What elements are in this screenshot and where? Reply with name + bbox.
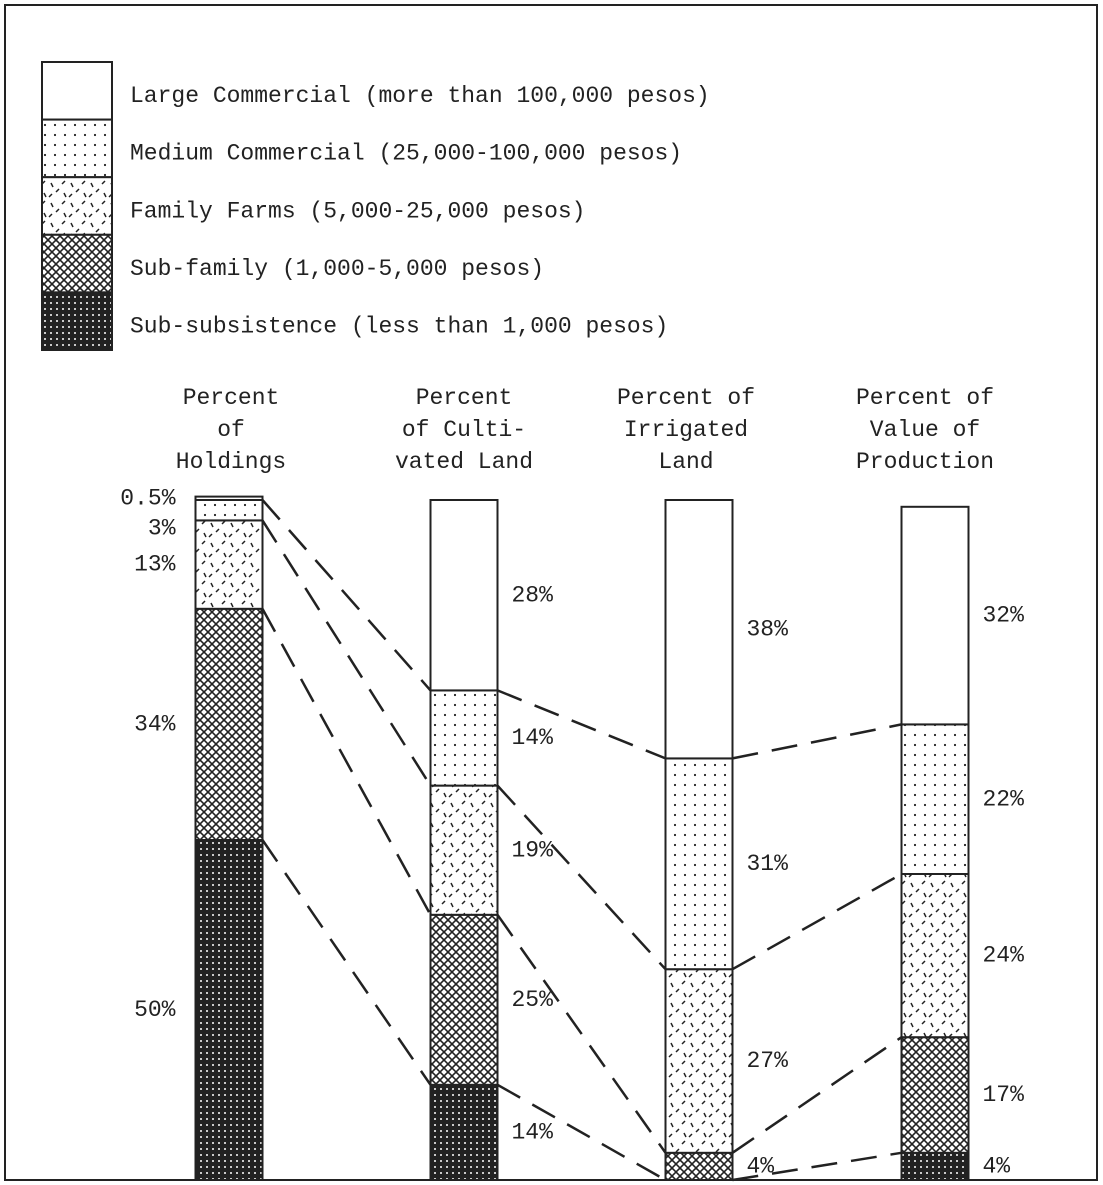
bar-segment xyxy=(664,499,734,760)
value-label: 19% xyxy=(512,837,554,863)
bar-segment xyxy=(429,499,499,692)
legend-swatch xyxy=(41,118,113,179)
bar-segment xyxy=(194,519,264,610)
value-label: 13% xyxy=(134,552,176,578)
bar-segment xyxy=(900,873,970,1039)
value-label: 22% xyxy=(983,786,1025,812)
connector xyxy=(261,519,432,787)
connector xyxy=(261,499,432,692)
legend-swatch xyxy=(41,61,113,121)
value-label: 28% xyxy=(512,582,554,608)
value-label: 50% xyxy=(134,997,176,1023)
value-label: 32% xyxy=(983,603,1025,629)
connector xyxy=(496,914,667,1154)
value-label: 31% xyxy=(747,851,789,877)
category-label: Percent of Irrigated Land xyxy=(617,385,755,475)
value-label: 0.5% xyxy=(120,485,175,511)
connector xyxy=(261,839,432,1086)
value-label: 3% xyxy=(148,515,176,541)
value-label: 17% xyxy=(983,1082,1025,1108)
bar-segment xyxy=(194,839,264,1181)
value-label: 27% xyxy=(747,1048,789,1074)
legend-swatch xyxy=(41,176,113,236)
bar-segment xyxy=(194,607,264,841)
legend-swatch xyxy=(41,291,113,351)
value-label: 14% xyxy=(512,1119,554,1145)
connector xyxy=(496,1083,667,1182)
bar-segment xyxy=(194,499,264,522)
legend-label: Large Commercial (more than 100,000 peso… xyxy=(130,83,710,109)
bar-segment xyxy=(664,1151,734,1182)
bar-segment xyxy=(429,1083,499,1182)
value-label: 14% xyxy=(512,725,554,751)
bar-segment xyxy=(900,505,970,726)
value-label: 4% xyxy=(747,1153,775,1179)
bar-segment xyxy=(900,723,970,876)
legend-label: Medium Commercial (25,000-100,000 pesos) xyxy=(130,141,682,167)
bar-segment xyxy=(429,689,499,787)
category-label: Percent of Value of Production xyxy=(856,385,994,475)
value-label: 4% xyxy=(983,1153,1011,1179)
frame xyxy=(4,4,1098,1181)
connector xyxy=(732,1151,902,1182)
bar-segment xyxy=(900,1151,970,1182)
bar-segment xyxy=(664,757,734,971)
legend-label: Sub-subsistence (less than 1,000 pesos) xyxy=(130,313,668,339)
legend-swatch xyxy=(41,233,113,294)
bar-segment xyxy=(194,495,264,502)
bar-segment xyxy=(900,1036,970,1154)
connector xyxy=(732,723,902,760)
value-label: 24% xyxy=(983,943,1025,969)
category-label: Percent of Holdings xyxy=(176,385,286,475)
bar-segment xyxy=(429,913,499,1086)
category-label: Percent of Culti-vated Land xyxy=(395,385,533,475)
bar-segment xyxy=(664,968,734,1154)
value-label: 34% xyxy=(134,711,176,737)
connector xyxy=(497,689,666,760)
value-label: 38% xyxy=(747,616,789,642)
connector xyxy=(261,608,432,916)
value-label: 25% xyxy=(512,987,554,1013)
connector xyxy=(731,1036,903,1154)
legend-label: Sub-family (1,000-5,000 pesos) xyxy=(130,256,544,282)
connector xyxy=(731,872,903,971)
connector xyxy=(496,784,667,971)
bar-segment xyxy=(429,784,499,916)
legend-label: Family Farms (5,000-25,000 pesos) xyxy=(130,198,585,224)
